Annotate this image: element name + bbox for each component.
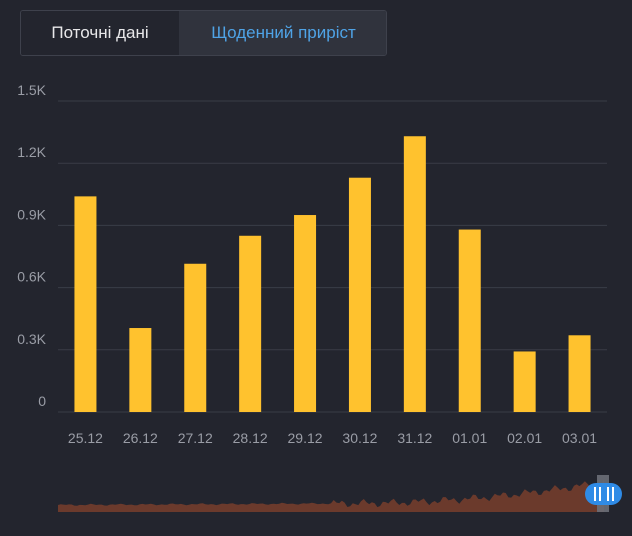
bar-31.12[interactable] [403,136,426,412]
x-tick-label: 01.01 [452,430,487,446]
tab-current-data[interactable]: Поточні дані [21,11,179,55]
bar-29.12[interactable] [294,215,317,412]
grip-line [594,487,596,501]
x-tick-label: 02.01 [507,430,542,446]
bar-28.12[interactable] [239,235,262,412]
bar-30.12[interactable] [348,177,371,412]
bar-26.12[interactable] [129,328,152,412]
grip-line [607,487,609,501]
x-tick-label: 28.12 [233,430,268,446]
x-axis-tick-labels: 25.12 26.12 27.12 28.12 29.12 30.12 31.12 01.01… [68,430,597,446]
y-tick-label: 1.5K [17,82,46,98]
grip-line [599,487,601,501]
y-tick-label: 0.3K [17,331,46,347]
view-tabs: Поточні дані Щоденний приріст [20,10,387,56]
x-tick-label: 26.12 [123,430,158,446]
tab-daily-growth[interactable]: Щоденний приріст [179,11,386,55]
overview-scroll-handle[interactable] [585,483,622,505]
overview-area [58,479,604,512]
y-tick-label: 0.6K [17,269,46,285]
x-tick-label: 30.12 [342,430,377,446]
bars [74,136,591,412]
bar-25.12[interactable] [74,196,97,412]
scroll-handle-pill[interactable] [585,483,622,505]
x-tick-label: 31.12 [397,430,432,446]
y-tick-label: 0 [38,393,46,409]
y-axis-tick-labels: 0 0.3K 0.6K 0.9K 1.2K 1.5K [17,82,46,409]
grip-line [612,487,614,501]
x-tick-label: 25.12 [68,430,103,446]
grid-lines [58,100,607,413]
x-tick-label: 27.12 [178,430,213,446]
y-tick-label: 1.2K [17,144,46,160]
bar-27.12[interactable] [184,263,207,412]
x-tick-label: 03.01 [562,430,597,446]
x-tick-label: 29.12 [288,430,323,446]
bar-02.01[interactable] [513,351,536,412]
bar-03.01[interactable] [568,335,591,412]
pause-grip-icon [594,487,614,501]
bar-01.01[interactable] [458,229,481,412]
y-tick-label: 0.9K [17,206,46,222]
overview-navigator [58,475,622,512]
